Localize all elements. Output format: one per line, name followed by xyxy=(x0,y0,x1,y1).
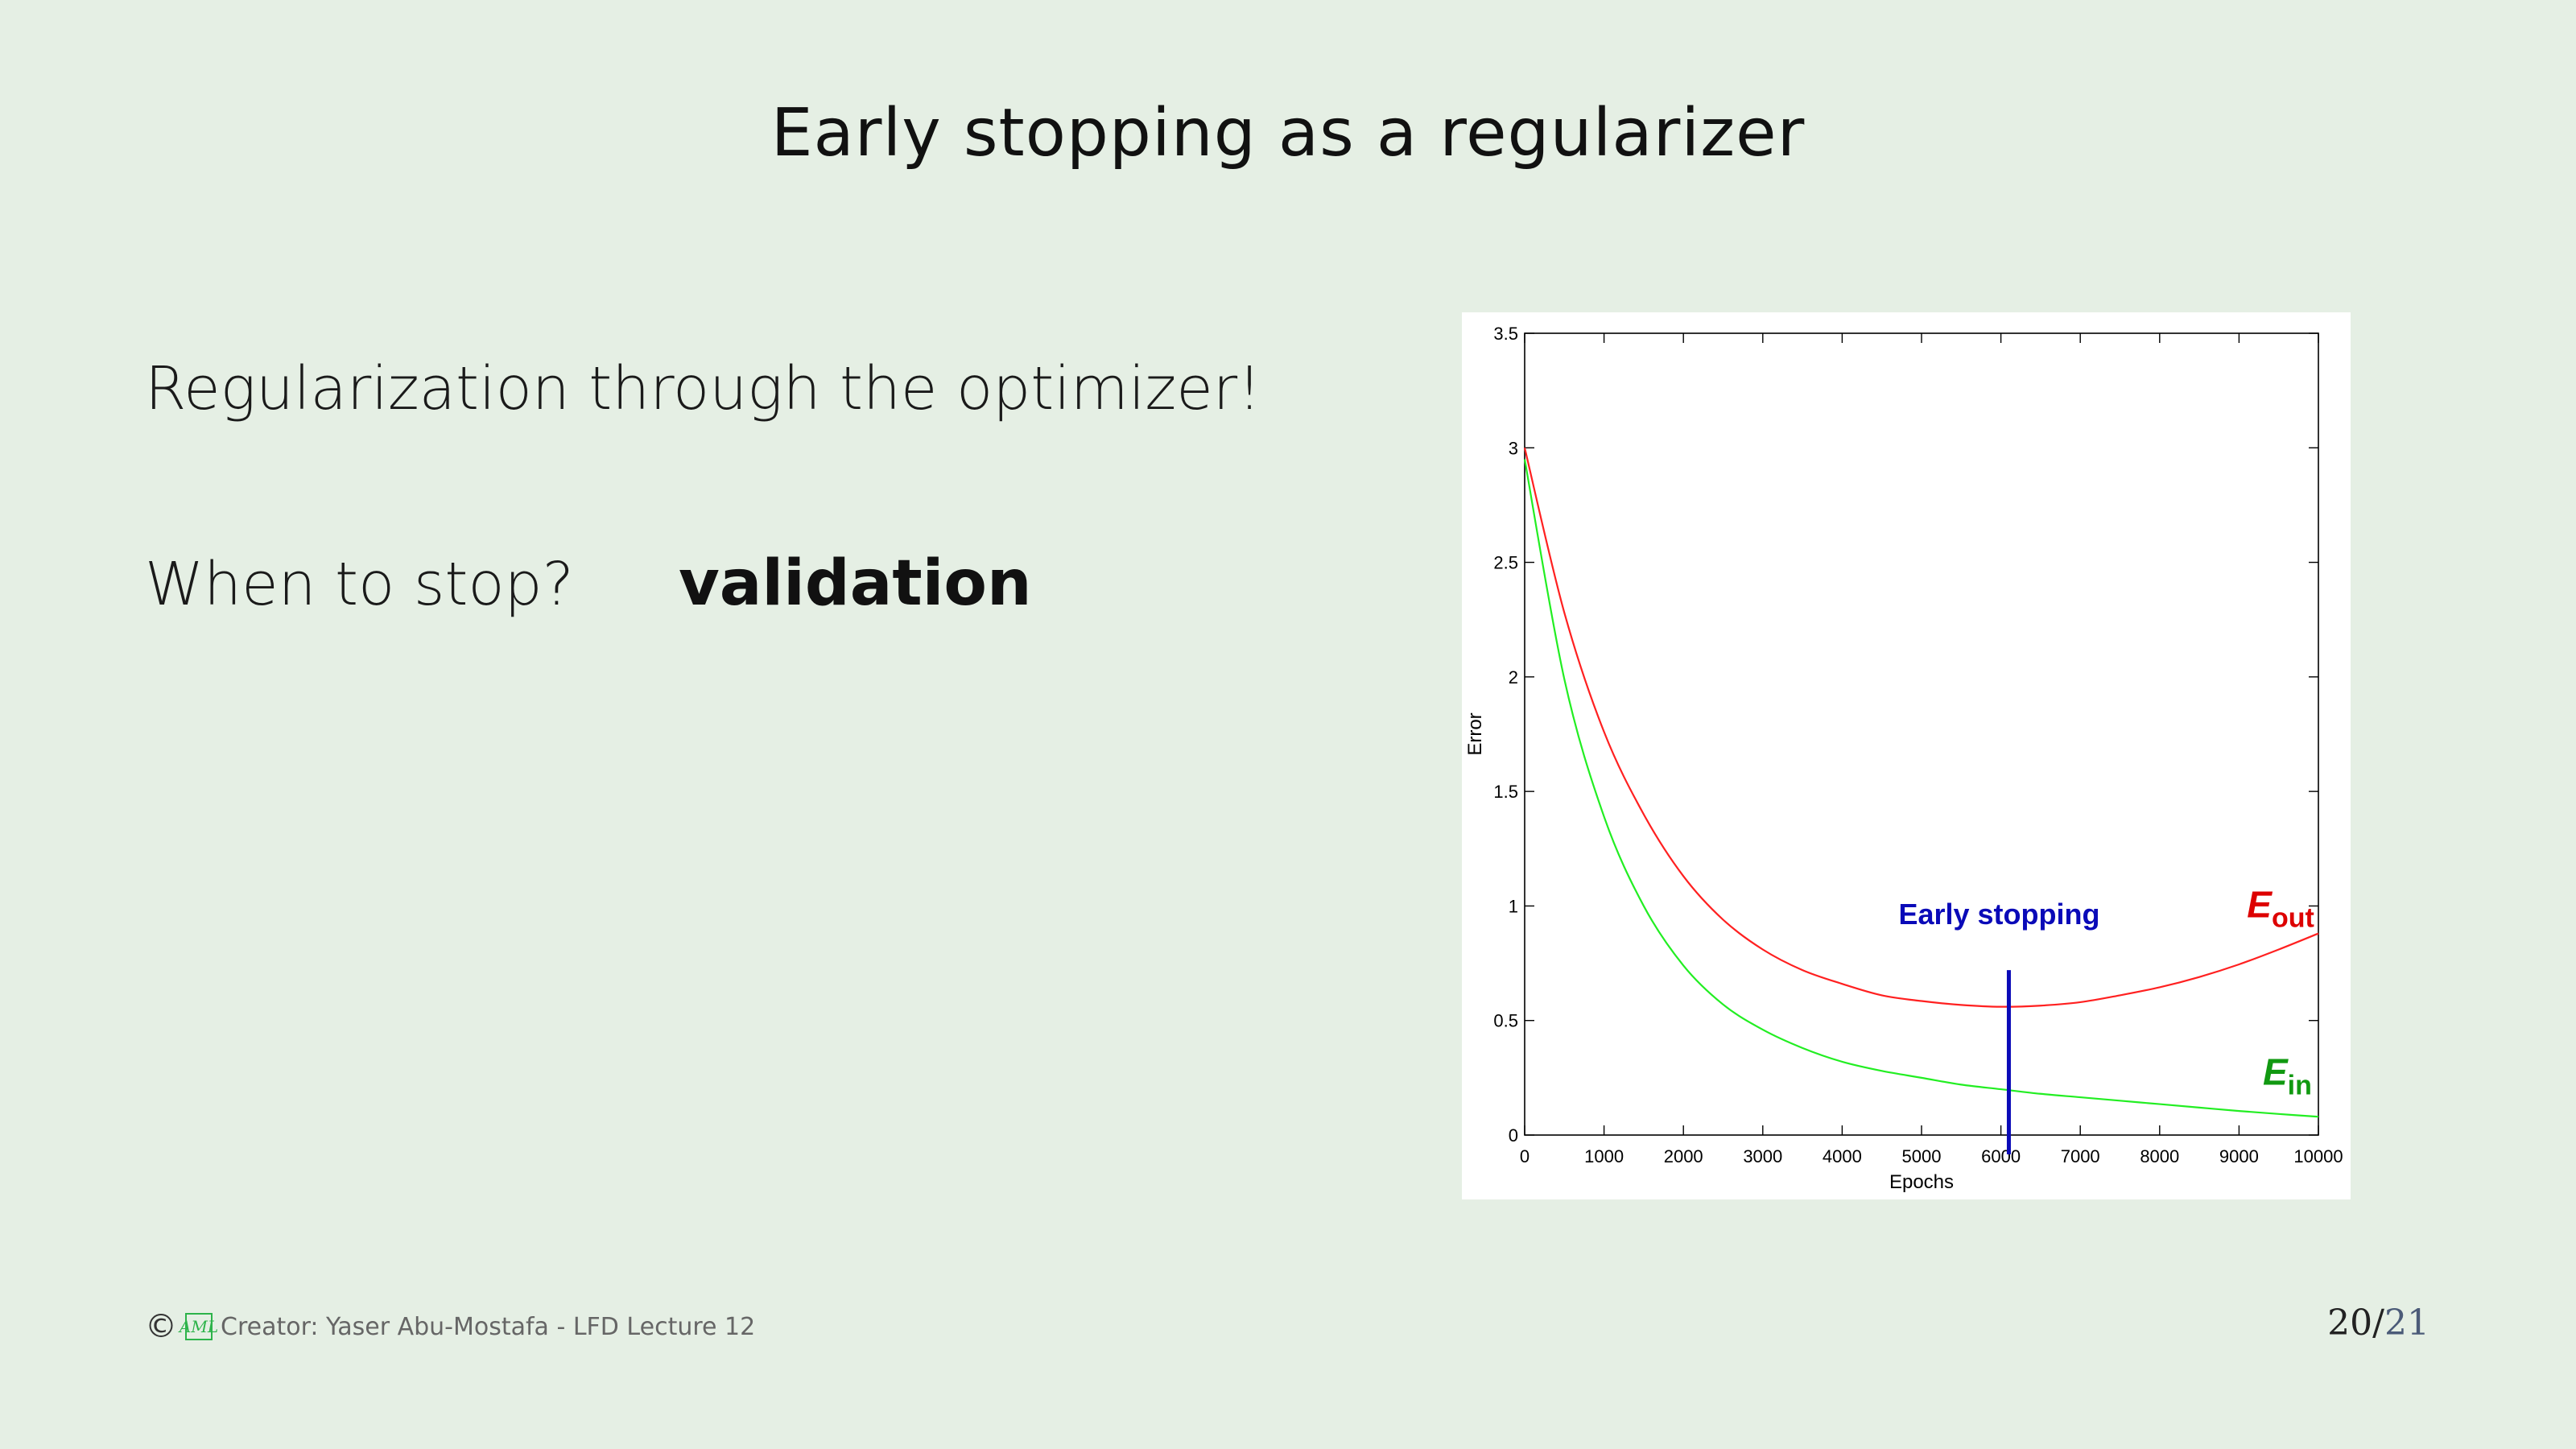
aml-logo-icon: AML xyxy=(180,1313,218,1340)
y-tick-label: 3 xyxy=(1509,438,1518,458)
x-tick-label: 9000 xyxy=(2219,1146,2259,1166)
x-tick-label: 6000 xyxy=(1981,1146,2021,1166)
x-tick-label: 10000 xyxy=(2293,1146,2343,1166)
series-line-e-in xyxy=(1523,459,2319,1118)
y-tick-label: 3.5 xyxy=(1493,324,1518,344)
y-tick-label: 0.5 xyxy=(1493,1011,1518,1031)
creator-text: Creator: Yaser Abu-Mostafa - LFD Lecture… xyxy=(221,1312,756,1341)
question-line: When to stop? validation xyxy=(145,547,1032,620)
footer-credit: © AML Creator: Yaser Abu-Mostafa - LFD L… xyxy=(145,1311,755,1343)
copyright-icon: © xyxy=(145,1308,177,1345)
x-tick-label: 3000 xyxy=(1743,1146,1782,1166)
x-tick-label: 5000 xyxy=(1902,1146,1942,1166)
page-current: 20 xyxy=(2327,1302,2373,1344)
series-line-e-out xyxy=(1523,448,2319,1008)
chart-svg: 0 1000 2000 3000 4000 5000 6000 7000 8000 9000 100… xyxy=(1464,324,2343,1193)
series-label-ein: Ein xyxy=(2263,1051,2312,1100)
page-total: 21 xyxy=(2384,1302,2429,1344)
series-label-eout: Eout xyxy=(2247,884,2314,934)
page-separator: / xyxy=(2372,1302,2384,1344)
y-tick-label: 0 xyxy=(1509,1125,1518,1146)
answer-text: validation xyxy=(678,547,1032,620)
error-vs-epochs-chart: 0 1000 2000 3000 4000 5000 6000 7000 8000 9000 100… xyxy=(1462,312,2351,1199)
x-tick-label: 0 xyxy=(1520,1146,1530,1166)
page-number: 20/21 xyxy=(2327,1302,2429,1344)
plot-frame xyxy=(1524,332,2319,1136)
regularization-statement: Regularization through the optimizer! xyxy=(145,354,1261,423)
y-tick-label: 2 xyxy=(1509,667,1518,687)
early-stopping-label: Early stopping xyxy=(1898,898,2099,931)
x-axis-label: Epochs xyxy=(1889,1171,1954,1193)
x-tick-label: 1000 xyxy=(1584,1146,1624,1166)
y-tick-label: 1.5 xyxy=(1493,782,1518,802)
question-text: When to stop? xyxy=(145,550,574,619)
x-tick-label: 4000 xyxy=(1823,1146,1862,1166)
slide-title: Early stopping as a regularizer xyxy=(770,95,1806,171)
y-axis-label: Error xyxy=(1464,712,1486,755)
y-tick-label: 2.5 xyxy=(1493,553,1518,573)
x-tick-label: 7000 xyxy=(2061,1146,2100,1166)
y-tick-label: 1 xyxy=(1509,896,1518,916)
x-tick-label: 8000 xyxy=(2140,1146,2179,1166)
x-tick-label: 2000 xyxy=(1664,1146,1703,1166)
